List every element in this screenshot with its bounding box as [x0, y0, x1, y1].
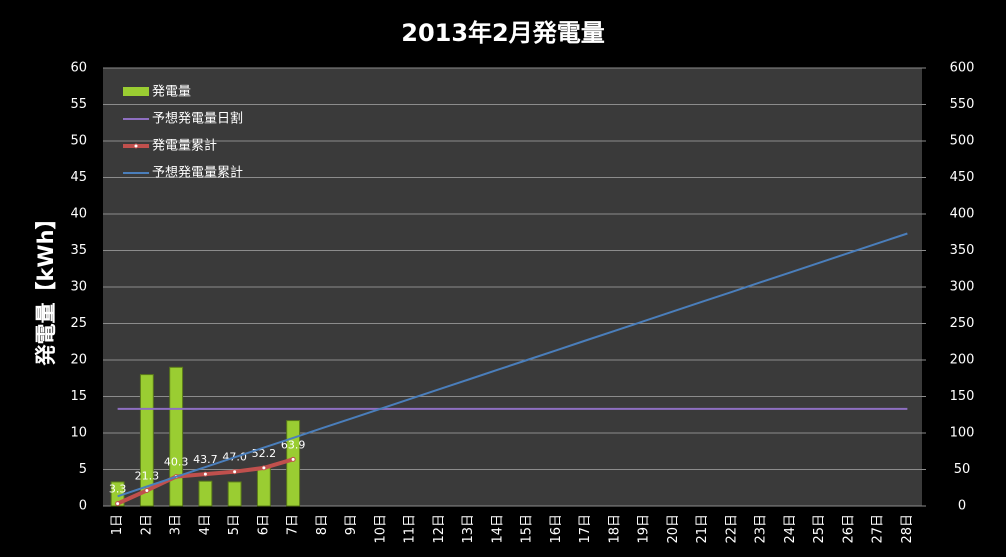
x-tick-label: 4日	[198, 514, 213, 535]
point	[115, 501, 121, 507]
y2-tick-label: 500	[950, 134, 975, 149]
point	[144, 487, 150, 493]
x-tick-label: 9日	[344, 514, 359, 535]
data-label: 43.7	[193, 453, 218, 466]
y2-tick-label: 550	[950, 97, 975, 112]
x-tick-label: 26日	[841, 514, 856, 544]
data-label: 21.3	[135, 469, 160, 482]
y-tick-label: 25	[70, 316, 87, 331]
x-tick-label: 21日	[695, 514, 710, 544]
bar	[286, 420, 301, 507]
y2-tick-label: 100	[950, 426, 975, 441]
legend-marker	[133, 143, 139, 149]
x-tick-label: 17日	[578, 514, 593, 544]
legend-label: 予想発電量累計	[152, 165, 243, 181]
bar	[227, 481, 242, 507]
bar	[169, 366, 184, 507]
x-tick-label: 18日	[607, 514, 622, 544]
x-tick-label: 7日	[286, 514, 301, 535]
data-label: 63.9	[281, 438, 306, 451]
point	[261, 465, 267, 471]
y2-tick-label: 200	[950, 353, 975, 368]
x-tick-label: 28日	[900, 514, 915, 544]
y2-tick-label: 450	[950, 170, 975, 185]
x-tick-label: 1日	[110, 514, 125, 535]
y-tick-label: 0	[79, 499, 87, 514]
x-tick-label: 5日	[227, 514, 242, 535]
data-label: 3.3	[109, 483, 127, 496]
x-tick-label: 10日	[373, 514, 388, 544]
x-tick-label: 20日	[666, 514, 681, 544]
y-tick-label: 30	[70, 280, 87, 295]
legend-label: 発電量	[152, 85, 191, 100]
x-tick-label: 3日	[169, 514, 184, 535]
x-tick-label: 8日	[315, 514, 330, 535]
y-tick-label: 50	[70, 134, 87, 149]
y-axis-title: 発電量【kWh】	[34, 208, 58, 366]
y-tick-label: 15	[70, 389, 87, 404]
legend-swatch	[123, 87, 149, 96]
y2-tick-label: 250	[950, 316, 975, 331]
x-tick-label: 13日	[461, 514, 476, 544]
bar	[198, 480, 213, 507]
bar	[256, 467, 271, 507]
x-tick-label: 11日	[403, 514, 418, 544]
y-tick-label: 55	[70, 97, 87, 112]
y2-tick-label: 0	[958, 499, 966, 514]
point	[202, 471, 208, 477]
point	[290, 456, 296, 462]
x-tick-label: 19日	[637, 514, 652, 544]
x-tick-label: 23日	[754, 514, 769, 544]
line	[117, 232, 908, 498]
y-tick-label: 40	[70, 207, 87, 222]
legend-label: 発電量累計	[152, 138, 217, 154]
x-tick-label: 2日	[139, 514, 154, 535]
bar	[139, 374, 154, 507]
y2-tick-label: 300	[950, 280, 975, 295]
y-tick-label: 20	[70, 353, 87, 368]
x-tick-label: 12日	[432, 514, 447, 544]
x-tick-label: 22日	[724, 514, 739, 544]
y2-tick-label: 150	[950, 389, 975, 404]
y-tick-label: 60	[70, 61, 87, 76]
data-label: 40.3	[164, 456, 189, 469]
y-tick-label: 35	[70, 243, 87, 258]
y2-tick-label: 600	[950, 61, 975, 76]
legend-label: 予想発電量日割	[152, 111, 243, 127]
y2-tick-label: 400	[950, 207, 975, 222]
x-tick-label: 16日	[549, 514, 564, 544]
x-tick-label: 25日	[812, 514, 827, 544]
y2-tick-label: 50	[954, 462, 971, 477]
x-tick-label: 15日	[520, 514, 535, 544]
x-tick-label: 27日	[871, 514, 886, 544]
chart-title: 2013年2月発電量	[401, 19, 605, 47]
y-tick-label: 10	[70, 426, 87, 441]
data-label: 52.2	[252, 447, 277, 460]
y-tick-label: 5	[79, 462, 87, 477]
x-tick-label: 14日	[490, 514, 505, 544]
point	[232, 469, 238, 475]
x-tick-label: 6日	[256, 514, 271, 535]
y2-tick-label: 350	[950, 243, 975, 258]
y-tick-label: 45	[70, 170, 87, 185]
x-tick-label: 24日	[783, 514, 798, 544]
